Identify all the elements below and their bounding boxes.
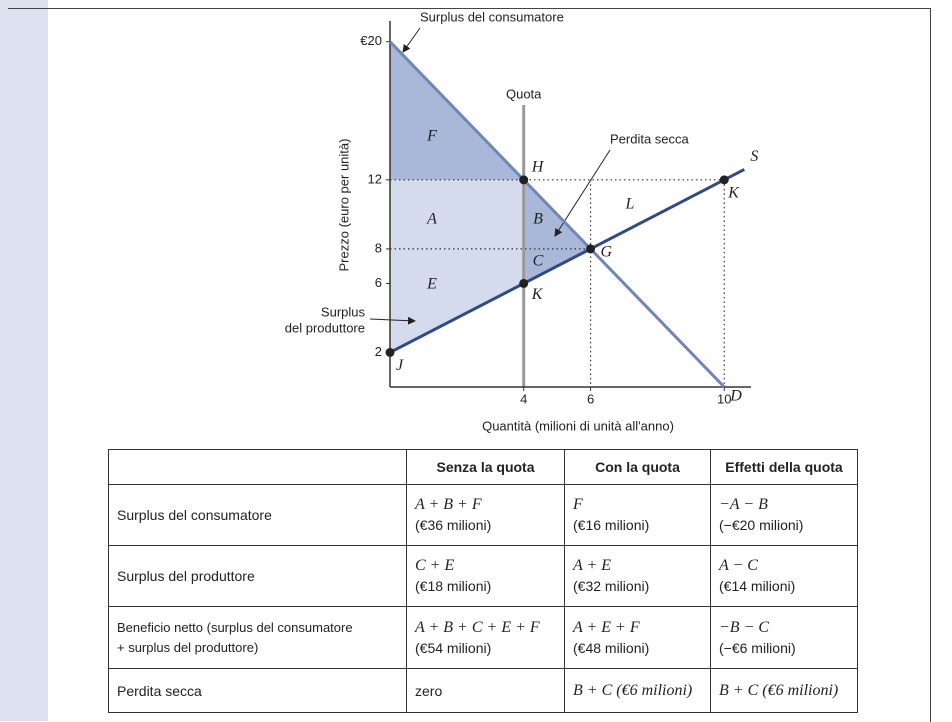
region-label: E — [426, 276, 437, 293]
table-cell: B + C (€6 milioni) — [564, 668, 711, 713]
point-label: H — [531, 159, 545, 176]
y-tick-label: 12 — [368, 171, 382, 186]
table-cell: A + B + F (€36 milioni) — [406, 484, 565, 546]
cell-amount: (€32 milioni) — [573, 578, 650, 594]
point — [385, 347, 395, 357]
table-cell: −A − B (−€20 milioni) — [710, 484, 858, 546]
y-axis-label: Prezzo (euro per unità) — [336, 139, 351, 272]
cell-formula: C + E — [415, 557, 455, 574]
cell-amount: (€16 milioni) — [573, 517, 650, 533]
cell-formula: A + B + C + E + F — [415, 618, 540, 636]
table-row: Perdita secca zero B + C (€6 milioni) B + C… — [108, 668, 858, 713]
annotation: Surplus del consumatore — [420, 9, 564, 24]
row-label: Perdita secca — [108, 668, 407, 713]
table-cell: F (€16 milioni) — [564, 484, 711, 546]
table-cell: B + C (€6 milioni) — [710, 668, 858, 713]
row-label: Beneficio netto (surplus del consumatore… — [108, 606, 407, 669]
x-tick-label: 10 — [717, 391, 731, 406]
table-cell: C + E (€18 milioni) — [406, 545, 565, 607]
series-label: S — [750, 148, 758, 165]
row-label-line: + surplus del produttore) — [117, 639, 259, 655]
header-cell — [108, 449, 407, 485]
table-row: Surplus del consumatore A + B + F (€36 mil… — [108, 484, 858, 546]
cell-formula: −A − B — [719, 496, 768, 513]
row-label: Surplus del consumatore — [108, 484, 407, 546]
series-line — [389, 168, 746, 354]
cell-amount: (€14 milioni) — [719, 578, 796, 594]
region-label: B — [533, 211, 543, 228]
header-cell: Effetti della quota — [710, 449, 858, 485]
point — [719, 175, 729, 185]
row-label: Surplus del produttore — [108, 545, 407, 607]
side-bar — [0, 0, 48, 721]
region-label: C — [533, 253, 544, 270]
header-cell: Con la quota — [564, 449, 711, 485]
region-label: F — [426, 128, 437, 145]
table-row: Beneficio netto (surplus del consumatore… — [108, 606, 858, 669]
x-tick-label: 6 — [587, 391, 594, 406]
frame — [8, 8, 931, 722]
cell-amount: (€18 milioni) — [415, 578, 492, 594]
arrow — [369, 316, 416, 325]
annotation: Perdita secca — [610, 131, 690, 146]
cell-amount: (€36 milioni) — [415, 517, 492, 533]
header-cell: Senza la quota — [406, 449, 565, 485]
cell-formula: −B − C — [719, 618, 770, 636]
table-cell: zero — [406, 668, 565, 713]
table-cell: −B − C (−€6 milioni) — [710, 606, 858, 669]
cell-formula: F — [573, 496, 583, 513]
table-cell: A + E (€32 milioni) — [564, 545, 711, 607]
annotation: Surplus — [321, 304, 366, 319]
series-line — [388, 40, 726, 389]
region-label: L — [625, 196, 635, 213]
table-cell: A + E + F (€48 milioni) — [564, 606, 711, 669]
x-tick-label: 4 — [520, 391, 527, 406]
region-label: A — [426, 211, 437, 228]
row-label-text: Perdita secca — [117, 682, 202, 699]
point-label: G — [601, 244, 613, 261]
row-label-line: Beneficio netto (surplus del consumatore — [117, 619, 353, 635]
arrow — [402, 27, 421, 53]
table-row: Surplus del produttore C + E (€18 milioni)… — [108, 545, 858, 607]
cell-formula: A + E — [573, 557, 612, 574]
cell-formula: B + C (€6 milioni) — [719, 681, 839, 699]
cell-formula: zero — [415, 682, 443, 699]
point — [519, 175, 529, 185]
series-label: D — [729, 388, 742, 405]
point — [519, 278, 529, 288]
point-label: K — [531, 286, 544, 303]
chart: Prezzo (euro per unità) Quantità (milion… — [285, 9, 759, 433]
row-label-text: Surplus del produttore — [117, 568, 255, 584]
y-tick-label: 8 — [375, 240, 382, 255]
y-tick-label: 6 — [375, 275, 382, 290]
cell-formula: A + E + F — [573, 618, 640, 636]
point-label: K — [727, 185, 740, 202]
y-tick-label: €20 — [360, 33, 382, 48]
arrow — [554, 149, 611, 237]
point-label: J — [396, 357, 404, 374]
row-label-text: Surplus del consumatore — [117, 507, 272, 523]
table-cell: A − C (€14 milioni) — [710, 545, 858, 607]
table-cell: A + B + C + E + F (€54 milioni) — [406, 606, 565, 669]
x-axis-label: Quantità (milioni di unità all'anno) — [482, 418, 674, 433]
annotation: del produttore — [285, 320, 365, 335]
point — [586, 244, 596, 254]
cell-amount: (€54 milioni) — [415, 639, 492, 656]
cell-formula: A − C — [719, 557, 758, 574]
y-tick-label: 2 — [375, 344, 382, 359]
cell-amount: (−€6 milioni) — [719, 639, 796, 656]
table: Senza la quota Con la quota Effetti dell… — [108, 449, 858, 713]
cell-formula: B + C (€6 milioni) — [573, 681, 693, 699]
producer-area — [390, 179, 524, 353]
cell-amount: (€48 milioni) — [573, 639, 650, 656]
cell-formula: A + B + F — [415, 496, 482, 513]
cell-amount: (−€20 milioni) — [719, 517, 804, 533]
quota-label: Quota — [506, 86, 542, 101]
